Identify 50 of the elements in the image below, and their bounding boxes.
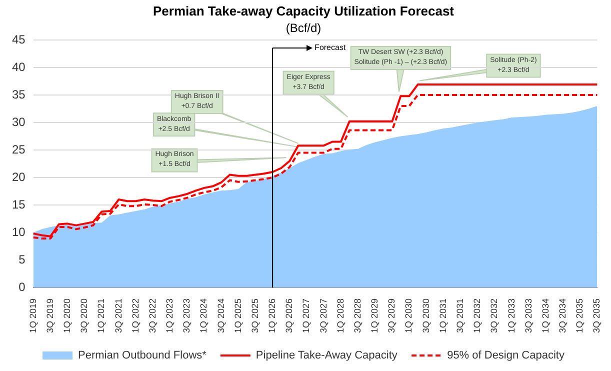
x-tick-label: 1Q 2033 xyxy=(506,298,516,334)
chart-title: Permian Take-away Capacity Utilization Forecast xyxy=(152,3,455,18)
x-tick-label: 1Q 2026 xyxy=(267,298,278,334)
x-tick-label: 3Q 2019 xyxy=(44,298,55,334)
legend-label: 95% of Design Capacity xyxy=(447,350,565,362)
y-tick-label: 35 xyxy=(12,87,26,102)
x-tick-label: 1Q 2035 xyxy=(574,298,585,334)
x-tick-label: 3Q 2022 xyxy=(147,298,158,334)
y-tick-label: 20 xyxy=(12,170,26,184)
x-tick-label: 3Q 2024 xyxy=(216,298,226,334)
x-tick-label: 3Q 2031 xyxy=(454,298,465,334)
x-tick-label: 3Q 2027 xyxy=(318,298,328,334)
x-tick-label: 3Q 2021 xyxy=(113,298,124,334)
y-tick-label: 40 xyxy=(12,60,26,74)
x-tick-label: 3Q 2033 xyxy=(523,298,534,334)
y-tick-label: 0 xyxy=(18,280,26,294)
y-tick-label: 45 xyxy=(12,32,26,46)
x-tick-label: 1Q 2025 xyxy=(232,298,243,334)
y-tick-label: 5 xyxy=(18,252,26,266)
legend-label: Pipeline Take-Away Capacity xyxy=(256,350,398,362)
x-tick-label: 3Q 2030 xyxy=(420,298,431,334)
y-tick-label: 15 xyxy=(12,197,26,212)
x-tick-label: 1Q 2020 xyxy=(62,298,72,334)
x-tick-label: 1Q 2023 xyxy=(164,298,175,334)
chart-subtitle: (Bcf/d) xyxy=(286,21,322,36)
x-tick-label: 3Q 2029 xyxy=(386,298,397,334)
x-tick-label: 3Q 2032 xyxy=(489,298,500,334)
legend-label: Permian Outbound Flows* xyxy=(78,350,208,362)
x-tick-label: 3Q 2035 xyxy=(592,298,602,334)
x-tick-label: 1Q 2031 xyxy=(438,298,448,334)
x-tick-label: 1Q 2021 xyxy=(96,298,106,334)
x-tick-label: 3Q 2026 xyxy=(284,298,294,334)
x-tick-label: 1Q 2032 xyxy=(472,298,482,334)
x-tick-label: 3Q 2025 xyxy=(250,298,260,334)
y-tick-label: 30 xyxy=(12,114,26,129)
x-tick-label: 3Q 2023 xyxy=(182,298,192,334)
x-tick-label: 1Q 2024 xyxy=(198,298,209,334)
y-tick-label: 25 xyxy=(12,142,26,156)
x-tick-label: 1Q 2027 xyxy=(301,298,312,334)
x-tick-label: 1Q 2022 xyxy=(130,298,140,334)
x-tick-label: 1Q 2019 xyxy=(28,298,38,334)
x-tick-label: 1Q 2029 xyxy=(370,298,380,334)
y-tick-label: 10 xyxy=(12,224,26,239)
x-tick-label: 3Q 2028 xyxy=(352,298,362,334)
x-tick-label: 1Q 2028 xyxy=(335,298,346,334)
x-tick-label: 1Q 2034 xyxy=(540,298,550,334)
x-tick-label: 3Q 2020 xyxy=(79,298,90,334)
x-tick-label: 3Q 2034 xyxy=(558,298,568,334)
x-tick-label: 1Q 2030 xyxy=(404,298,414,334)
ref-line-label: Forecast xyxy=(314,43,346,52)
